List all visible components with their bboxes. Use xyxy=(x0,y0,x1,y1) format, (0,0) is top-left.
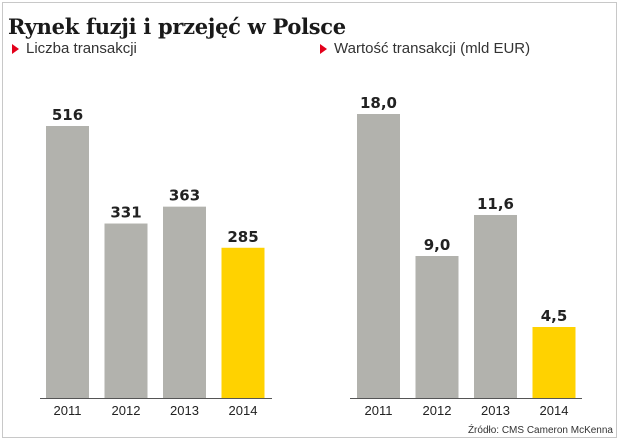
tick-label-2012: 2012 xyxy=(112,403,141,418)
data-label-2012: 9,0 xyxy=(424,236,451,254)
tick-label-2014: 2014 xyxy=(540,403,569,418)
chart-2: 18,0 2011 9,0 2012 11,6 2013 4,5 2014 xyxy=(350,94,582,418)
data-label-2013: 11,6 xyxy=(477,195,514,213)
data-label-2014: 285 xyxy=(227,228,258,246)
page-title: Rynek fuzji i przejęć w Polsce xyxy=(8,14,346,39)
bar-2011 xyxy=(357,114,400,398)
bar-2014 xyxy=(221,247,265,398)
bar-2012 xyxy=(415,256,459,398)
data-label-2014: 4,5 xyxy=(541,307,568,325)
chart-2-subtitle: Wartość transakcji (mld EUR) xyxy=(320,40,530,57)
data-label-2011: 18,0 xyxy=(360,94,397,112)
triangle-marker-icon xyxy=(12,43,19,54)
data-label-2013: 363 xyxy=(169,187,200,205)
bar-2012 xyxy=(104,223,148,398)
tick-label-2012: 2012 xyxy=(423,403,452,418)
tick-label-2013: 2013 xyxy=(481,403,510,418)
tick-label-2011: 2011 xyxy=(365,403,393,418)
bar-2014 xyxy=(532,327,576,398)
bar-2011 xyxy=(46,126,89,398)
chart-2-title: Wartość transakcji (mld EUR) xyxy=(334,40,531,57)
chart-frame xyxy=(2,2,617,438)
bar-2013 xyxy=(163,206,206,398)
data-label-2012: 331 xyxy=(110,204,141,222)
tick-label-2011: 2011 xyxy=(54,403,82,418)
tick-label-2013: 2013 xyxy=(170,403,199,418)
triangle-marker-icon xyxy=(320,43,327,54)
chart-1: 516 2011 331 2012 363 2013 285 2014 xyxy=(40,106,272,418)
tick-label-2014: 2014 xyxy=(229,403,258,418)
chart-1-subtitle: Liczba transakcji xyxy=(12,40,137,57)
source-note: Źródło: CMS Cameron McKenna xyxy=(467,425,613,436)
data-label-2011: 516 xyxy=(52,106,83,124)
chart-1-title: Liczba transakcji xyxy=(26,40,137,57)
bar-2013 xyxy=(474,214,517,398)
